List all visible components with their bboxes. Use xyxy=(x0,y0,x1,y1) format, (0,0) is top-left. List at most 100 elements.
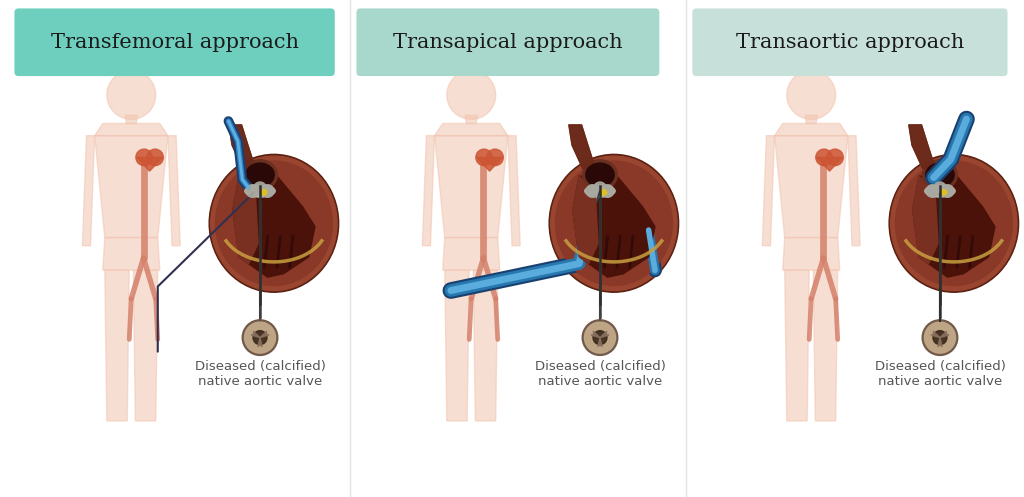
Polygon shape xyxy=(848,136,860,246)
Text: Diseased (calcified)
native aortic valve: Diseased (calcified) native aortic valve xyxy=(195,360,326,388)
Polygon shape xyxy=(232,176,258,263)
Polygon shape xyxy=(782,238,840,270)
Polygon shape xyxy=(102,238,160,270)
Circle shape xyxy=(593,331,607,344)
Circle shape xyxy=(585,322,615,353)
Circle shape xyxy=(446,71,496,119)
Text: Transapical approach: Transapical approach xyxy=(393,33,623,52)
Polygon shape xyxy=(572,176,655,277)
FancyBboxPatch shape xyxy=(14,8,335,76)
Ellipse shape xyxy=(246,163,274,187)
Polygon shape xyxy=(600,331,609,337)
Polygon shape xyxy=(805,115,817,123)
Polygon shape xyxy=(444,270,469,421)
Ellipse shape xyxy=(586,163,614,187)
Ellipse shape xyxy=(245,185,275,197)
FancyBboxPatch shape xyxy=(356,8,659,76)
Polygon shape xyxy=(508,136,520,246)
Circle shape xyxy=(933,331,947,344)
Polygon shape xyxy=(598,337,602,347)
Polygon shape xyxy=(912,176,938,263)
Polygon shape xyxy=(931,331,940,337)
Circle shape xyxy=(261,189,266,195)
Circle shape xyxy=(136,149,153,166)
Ellipse shape xyxy=(927,164,953,186)
Circle shape xyxy=(925,322,955,353)
Polygon shape xyxy=(442,238,500,270)
Polygon shape xyxy=(762,136,774,246)
Polygon shape xyxy=(94,123,168,136)
Circle shape xyxy=(245,322,275,353)
Polygon shape xyxy=(260,331,269,337)
Polygon shape xyxy=(232,176,315,277)
Polygon shape xyxy=(251,331,260,337)
Polygon shape xyxy=(422,136,434,246)
Ellipse shape xyxy=(923,160,957,190)
Polygon shape xyxy=(940,331,949,337)
Ellipse shape xyxy=(889,155,1019,292)
Ellipse shape xyxy=(243,160,278,190)
Polygon shape xyxy=(82,136,94,246)
Circle shape xyxy=(601,185,613,197)
Circle shape xyxy=(254,182,266,195)
Ellipse shape xyxy=(895,161,1013,285)
Ellipse shape xyxy=(891,156,1017,291)
Polygon shape xyxy=(258,337,262,347)
Ellipse shape xyxy=(926,163,954,187)
Polygon shape xyxy=(813,270,838,421)
Polygon shape xyxy=(125,115,137,123)
Polygon shape xyxy=(784,270,809,421)
Circle shape xyxy=(476,149,493,166)
Circle shape xyxy=(261,185,273,197)
Circle shape xyxy=(253,331,267,344)
Circle shape xyxy=(486,149,504,166)
Circle shape xyxy=(941,189,946,195)
Polygon shape xyxy=(434,123,508,136)
Polygon shape xyxy=(473,270,498,421)
Circle shape xyxy=(243,320,278,355)
FancyBboxPatch shape xyxy=(692,8,1008,76)
Circle shape xyxy=(934,182,946,195)
Polygon shape xyxy=(104,270,129,421)
Ellipse shape xyxy=(209,155,339,292)
Circle shape xyxy=(246,185,259,197)
Circle shape xyxy=(786,71,836,119)
Circle shape xyxy=(816,149,833,166)
Circle shape xyxy=(106,71,156,119)
Circle shape xyxy=(146,149,164,166)
Polygon shape xyxy=(591,331,600,337)
Polygon shape xyxy=(133,270,158,421)
Text: Transaortic approach: Transaortic approach xyxy=(736,33,964,52)
Polygon shape xyxy=(465,115,477,123)
Text: Transfemoral approach: Transfemoral approach xyxy=(50,33,299,52)
Circle shape xyxy=(826,149,844,166)
Ellipse shape xyxy=(247,164,273,186)
Circle shape xyxy=(926,185,939,197)
Ellipse shape xyxy=(549,155,679,292)
Circle shape xyxy=(941,185,953,197)
Text: Diseased (calcified)
native aortic valve: Diseased (calcified) native aortic valve xyxy=(874,360,1006,388)
Polygon shape xyxy=(168,136,180,246)
Polygon shape xyxy=(774,123,848,136)
Ellipse shape xyxy=(925,185,955,197)
Polygon shape xyxy=(912,176,995,277)
Polygon shape xyxy=(572,176,598,263)
Ellipse shape xyxy=(587,164,613,186)
Ellipse shape xyxy=(585,185,615,197)
Circle shape xyxy=(586,185,599,197)
Polygon shape xyxy=(137,158,163,171)
Polygon shape xyxy=(434,136,508,238)
Ellipse shape xyxy=(215,161,333,285)
Ellipse shape xyxy=(551,156,677,291)
Polygon shape xyxy=(774,136,848,238)
Ellipse shape xyxy=(211,156,337,291)
Circle shape xyxy=(583,320,617,355)
Circle shape xyxy=(601,189,606,195)
Polygon shape xyxy=(817,158,843,171)
Polygon shape xyxy=(477,158,503,171)
Ellipse shape xyxy=(555,161,673,285)
Polygon shape xyxy=(938,337,942,347)
Circle shape xyxy=(923,320,957,355)
Polygon shape xyxy=(94,136,168,238)
Ellipse shape xyxy=(583,160,617,190)
